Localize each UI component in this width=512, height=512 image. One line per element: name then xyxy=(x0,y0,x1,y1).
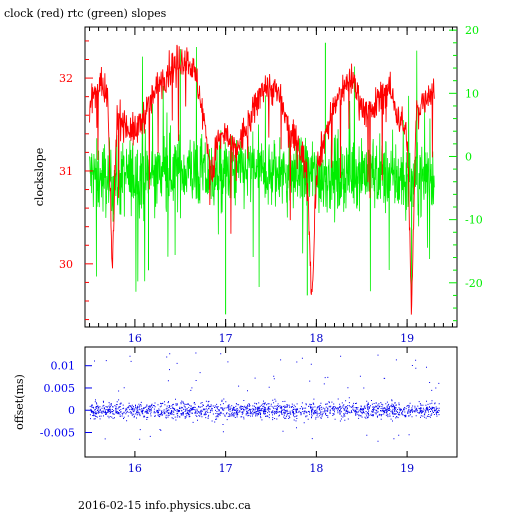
slope-axes: 16 17 18 19 30 31 32 20 10 0 -10 -20 xyxy=(59,24,483,345)
x-tick-label: 16 xyxy=(128,332,142,345)
slope-y-axis-label: clockslope xyxy=(33,148,46,206)
y-tick-label: 30 xyxy=(59,258,73,271)
y-tick-label: 32 xyxy=(59,72,73,85)
y-tick-label: 0.005 xyxy=(44,382,76,395)
offset-panel: offset(ms) 16 17 18 19 0.01 0.005 0 -0.005 xyxy=(13,346,458,475)
y2-tick-label: -10 xyxy=(465,214,483,227)
clock-series xyxy=(89,44,435,315)
x-tick-label: 18 xyxy=(309,462,323,475)
x-tick-label: 16 xyxy=(128,462,142,475)
y2-tick-label: -20 xyxy=(465,277,483,290)
x-tick-label: 18 xyxy=(309,332,323,345)
x-tick-label: 17 xyxy=(219,332,233,345)
y-tick-label: 0 xyxy=(68,404,75,417)
y2-tick-label: 20 xyxy=(465,24,479,37)
offset-plot-frame xyxy=(84,346,458,458)
y2-tick-label: 0 xyxy=(465,150,472,163)
slope-panel: clockslope 16 17 18 19 30 31 32 20 10 0 -10 -20 xyxy=(33,24,483,345)
footer-text: 2016-02-15 info.physics.ubc.ca xyxy=(78,499,251,512)
y2-tick-label: 10 xyxy=(465,87,479,100)
y-tick-label: 31 xyxy=(59,165,73,178)
chart-title: clock (red) rtc (green) slopes xyxy=(4,7,167,20)
y-tick-label: -0.005 xyxy=(40,427,75,440)
x-tick-label: 19 xyxy=(400,462,414,475)
offset-axes: 16 17 18 19 0.01 0.005 0 -0.005 xyxy=(40,347,414,475)
rtc-slope-line xyxy=(89,46,435,292)
offset-series xyxy=(89,352,440,442)
x-tick-label: 17 xyxy=(219,462,233,475)
y-tick-label: 0.01 xyxy=(51,360,76,373)
offset-points xyxy=(89,352,440,442)
offset-y-axis-label: offset(ms) xyxy=(13,374,26,430)
x-tick-label: 19 xyxy=(400,332,414,345)
clock-slope-line xyxy=(89,44,435,315)
